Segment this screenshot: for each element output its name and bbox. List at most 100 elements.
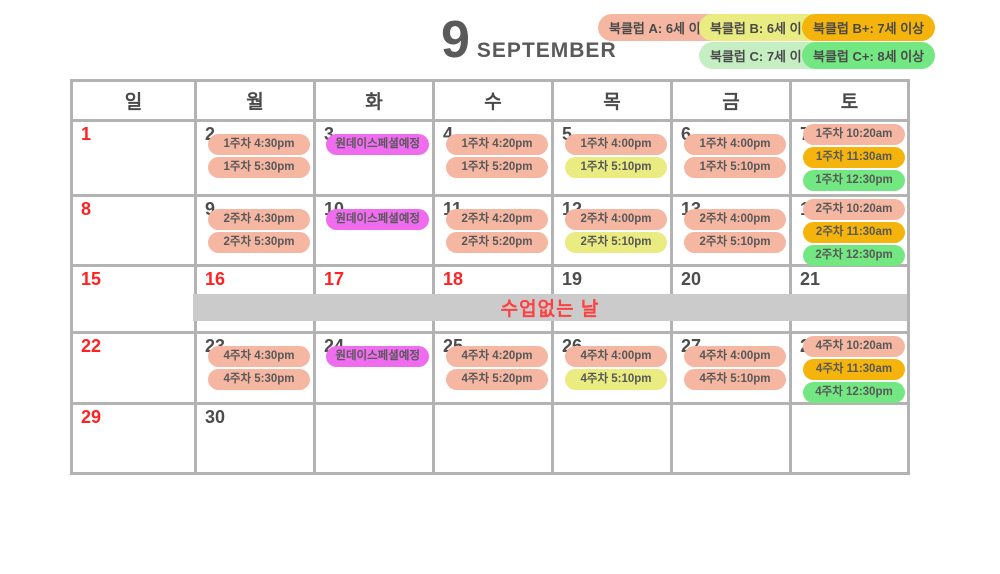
event-pill: 2주차 4:30pm xyxy=(208,209,310,230)
event-list: 2주차 10:20am 2주차 11:30am 2주차 12:30pm xyxy=(803,199,905,266)
day-number: 29 xyxy=(81,407,102,427)
day-number: 3 xyxy=(324,124,335,144)
event-pill: 2주차 5:20pm xyxy=(446,232,548,253)
day-number: 20 xyxy=(681,269,702,289)
event-list: 4주차 4:20pm 4주차 5:20pm xyxy=(446,346,548,390)
day-number: 5 xyxy=(562,124,573,144)
weekday-header-2: 화 xyxy=(313,82,432,119)
event-pill: 4주차 5:10pm xyxy=(565,369,667,390)
event-pill: 1주차 11:30am xyxy=(803,147,905,168)
day-number: 9 xyxy=(205,199,216,219)
calendar-cell-6: 6 1주차 4:00pm 1주차 5:10pm xyxy=(670,119,789,194)
event-pill: 4주차 4:30pm xyxy=(208,346,310,367)
event-pill: 2주차 5:10pm xyxy=(565,232,667,253)
event-pill: 1주차 4:30pm xyxy=(208,134,310,155)
day-number: 4 xyxy=(443,124,454,144)
event-pill: 2주차 5:30pm xyxy=(208,232,310,253)
event-pill: 1주차 5:30pm xyxy=(208,157,310,178)
event-list: 1주차 10:20am 1주차 11:30am 1주차 12:30pm xyxy=(803,124,905,191)
day-number: 15 xyxy=(81,269,102,289)
calendar-cell-9: 9 2주차 4:30pm 2주차 5:30pm xyxy=(194,194,313,264)
event-pill: 2주차 4:00pm xyxy=(684,209,786,230)
event-pill: 4주차 5:10pm xyxy=(684,369,786,390)
weekday-header-6: 토 xyxy=(789,82,907,119)
event-pill: 1주차 4:00pm xyxy=(684,134,786,155)
event-list: 1주차 4:00pm 1주차 5:10pm xyxy=(565,134,667,178)
event-pill: 4주차 12:30pm xyxy=(803,382,905,403)
event-pill: 1주차 4:20pm xyxy=(446,134,548,155)
event-list: 4주차 4:30pm 4주차 5:30pm xyxy=(208,346,310,390)
event-pill: 1주차 5:10pm xyxy=(565,157,667,178)
legend-item-b: 북클럽 B: 6세 이상 xyxy=(699,14,825,41)
calendar-cell-29: 29 xyxy=(73,402,194,472)
legend-item-cp: 북클럽 C+: 8세 이상 xyxy=(802,42,936,69)
month-number: 9 xyxy=(441,11,470,69)
event-list: 2주차 4:00pm 2주차 5:10pm xyxy=(565,209,667,253)
event-pill-oneday-special: 원데이스페셜예정 xyxy=(326,346,429,367)
calendar-cell-15: 15 xyxy=(73,264,194,331)
event-pill: 4주차 10:20am xyxy=(803,336,905,357)
event-list: 4주차 10:20am 4주차 11:30am 4주차 12:30pm xyxy=(803,336,905,403)
day-number: 30 xyxy=(205,407,226,427)
event-pill: 1주차 4:00pm xyxy=(565,134,667,155)
month-title: 9 SEPTEMBER xyxy=(441,14,617,66)
no-class-banner: 수업없는 날 xyxy=(193,294,907,321)
month-name: SEPTEMBER xyxy=(476,39,617,62)
calendar-cell-4: 4 1주차 4:20pm 1주차 5:20pm xyxy=(432,119,551,194)
calendar-grid: 수업없는 날 일 월 화 수 목 금 토 1 2 1주차 4:30pm 1주차 5:30pm 3 원데이… xyxy=(70,79,910,475)
event-pill: 1주차 5:10pm xyxy=(684,157,786,178)
weekday-header-1: 월 xyxy=(194,82,313,119)
calendar-cell-1: 1 xyxy=(73,119,194,194)
calendar-cell-2: 2 1주차 4:30pm 1주차 5:30pm xyxy=(194,119,313,194)
day-number: 22 xyxy=(81,336,102,356)
calendar-cell-empty xyxy=(551,402,670,472)
day-number: 21 xyxy=(800,269,821,289)
event-pill: 4주차 5:20pm xyxy=(446,369,548,390)
event-list: 2주차 4:30pm 2주차 5:30pm xyxy=(208,209,310,253)
event-pill: 4주차 4:00pm xyxy=(684,346,786,367)
weekday-header-4: 목 xyxy=(551,82,670,119)
event-pill-oneday-special: 원데이스페셜예정 xyxy=(326,209,429,230)
event-list: 원데이스페셜예정 xyxy=(326,209,429,230)
event-pill: 2주차 4:00pm xyxy=(565,209,667,230)
event-pill: 2주차 5:10pm xyxy=(684,232,786,253)
weekday-header-3: 수 xyxy=(432,82,551,119)
event-pill: 1주차 10:20am xyxy=(803,124,905,145)
weekday-header-5: 금 xyxy=(670,82,789,119)
event-pill: 4주차 4:00pm xyxy=(565,346,667,367)
calendar-cell-8: 8 xyxy=(73,194,194,264)
day-number: 17 xyxy=(324,269,345,289)
event-list: 원데이스페셜예정 xyxy=(326,134,429,155)
legend-item-bp: 북클럽 B+: 7세 이상 xyxy=(802,14,936,41)
event-list: 4주차 4:00pm 4주차 5:10pm xyxy=(565,346,667,390)
calendar-cell-empty xyxy=(313,402,432,472)
event-pill: 4주차 4:20pm xyxy=(446,346,548,367)
event-list: 1주차 4:00pm 1주차 5:10pm xyxy=(684,134,786,178)
day-number: 2 xyxy=(205,124,216,144)
calendar-cell-5: 5 1주차 4:00pm 1주차 5:10pm xyxy=(551,119,670,194)
event-pill-oneday-special: 원데이스페셜예정 xyxy=(326,134,429,155)
event-list: 2주차 4:00pm 2주차 5:10pm xyxy=(684,209,786,253)
event-pill: 2주차 12:30pm xyxy=(803,245,905,266)
event-pill: 2주차 10:20am xyxy=(803,199,905,220)
day-number: 16 xyxy=(205,269,226,289)
calendar-cell-empty xyxy=(789,402,907,472)
event-pill: 2주차 11:30am xyxy=(803,222,905,243)
calendar-cell-empty xyxy=(670,402,789,472)
day-number: 19 xyxy=(562,269,583,289)
event-list: 4주차 4:00pm 4주차 5:10pm xyxy=(684,346,786,390)
calendar-cell-30: 30 xyxy=(194,402,313,472)
event-pill: 2주차 4:20pm xyxy=(446,209,548,230)
event-list: 원데이스페셜예정 xyxy=(326,346,429,367)
calendar-cell-3: 3 원데이스페셜예정 xyxy=(313,119,432,194)
calendar-cell-22: 22 xyxy=(73,331,194,402)
